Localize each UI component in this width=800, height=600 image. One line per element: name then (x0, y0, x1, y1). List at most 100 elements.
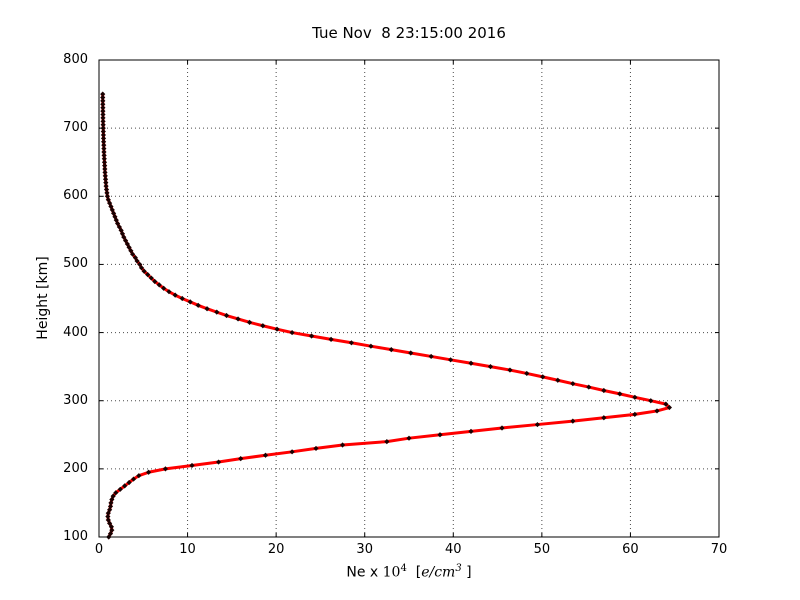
data-point-marker (104, 193, 111, 199)
chart-title: Tue Nov 8 23:15:00 2016 (312, 24, 506, 42)
data-point-marker (100, 115, 106, 121)
data-point-marker (162, 466, 169, 472)
data-point-marker (101, 139, 107, 145)
data-point-marker (100, 135, 107, 141)
data-point-marker (105, 513, 111, 520)
data-point-marker (101, 159, 108, 165)
data-point-marker (100, 128, 106, 135)
data-point-marker (437, 432, 443, 438)
data-point-marker (187, 299, 193, 305)
axes-frame (98, 59, 720, 538)
data-point-marker (102, 173, 108, 179)
y-tick-label: 600 (63, 188, 88, 204)
data-point-marker (117, 486, 123, 492)
data-point-marker (137, 261, 143, 268)
data-point-marker (215, 459, 222, 465)
data-point-marker (246, 319, 253, 325)
data-point-marker (145, 272, 151, 278)
data-point-marker (468, 428, 474, 434)
data-point-marker (328, 336, 334, 342)
x-axis-label: Ne x 104 [e/cm3 ] (99, 563, 719, 581)
data-point-marker (104, 190, 110, 196)
x-tick-label: 70 (710, 542, 728, 557)
data-point-marker (666, 404, 672, 411)
xlabel-close-bracket: ] (461, 564, 472, 581)
xlabel-prefix: Ne x (346, 564, 383, 581)
data-point-marker (112, 214, 118, 220)
data-point-marker (101, 156, 107, 162)
data-point-marker (235, 316, 241, 322)
data-point-marker (348, 340, 355, 346)
data-point-marker (534, 421, 541, 428)
data-point-marker (384, 439, 390, 445)
data-point-marker (102, 176, 109, 182)
data-point-marker (179, 295, 185, 302)
data-point-marker (100, 111, 106, 118)
data-point-marker (101, 145, 107, 152)
y-tick-label: 400 (63, 324, 88, 340)
data-point-marker (289, 329, 295, 336)
data-point-marker (368, 343, 374, 349)
data-point-marker (632, 394, 638, 400)
data-point-marker (103, 183, 109, 189)
data-point-marker (100, 101, 106, 107)
data-point-marker (586, 384, 592, 390)
data-point-marker (507, 367, 513, 373)
y-tick-label: 700 (63, 120, 88, 136)
x-tick-label: 20 (267, 542, 285, 557)
data-point-marker (408, 350, 414, 356)
data-point-marker (109, 527, 115, 533)
data-point-marker (499, 425, 505, 431)
data-point-marker (428, 353, 434, 360)
data-point-marker (100, 105, 106, 111)
data-point-marker (308, 333, 315, 339)
data-point-marker (214, 309, 220, 315)
data-point-marker (130, 251, 136, 257)
data-point-marker (132, 255, 138, 261)
data-point-marker (555, 377, 561, 383)
y-tick-label: 100 (63, 529, 88, 544)
data-point-marker (105, 510, 111, 516)
x-tick-label: 10 (179, 542, 196, 557)
data-point-marker (102, 169, 108, 176)
data-point-marker (388, 347, 394, 353)
xlabel-base: 10 (382, 564, 401, 581)
data-point-marker (156, 282, 162, 288)
data-point-marker (172, 292, 178, 298)
data-point-marker (654, 408, 660, 414)
data-point-marker (189, 462, 195, 469)
data-point-marker (107, 520, 113, 526)
data-point-marker (632, 411, 638, 417)
xlabel-open-bracket: [ (406, 564, 422, 581)
data-point-marker (262, 452, 269, 458)
xlabel-exponent: 4 (400, 563, 407, 574)
data-point-marker (107, 503, 114, 509)
data-point-marker (204, 306, 210, 312)
data-point-marker (260, 323, 266, 329)
data-point-marker (524, 370, 530, 377)
data-point-marker (100, 132, 107, 138)
data-point-marker (166, 289, 172, 295)
data-point-marker (101, 149, 107, 155)
data-point-marker (570, 381, 576, 387)
data-point-marker (105, 517, 111, 523)
data-point-marker (107, 507, 113, 513)
y-tick-label: 200 (63, 460, 88, 476)
data-point-marker (448, 357, 454, 363)
data-point-marker (148, 275, 154, 281)
data-point-marker (102, 163, 108, 169)
data-point-marker (122, 483, 128, 489)
data-point-marker (274, 326, 280, 332)
data-point-marker (663, 401, 669, 407)
data-point-marker (138, 265, 145, 271)
data-point-marker (406, 435, 412, 441)
data-point-marker (141, 268, 147, 274)
data-point-marker (100, 108, 106, 114)
x-tick-label: 50 (533, 542, 551, 557)
data-point-marker (313, 445, 319, 452)
data-point-marker (102, 166, 108, 172)
data-point-marker (601, 387, 607, 394)
data-point-marker (146, 469, 152, 475)
